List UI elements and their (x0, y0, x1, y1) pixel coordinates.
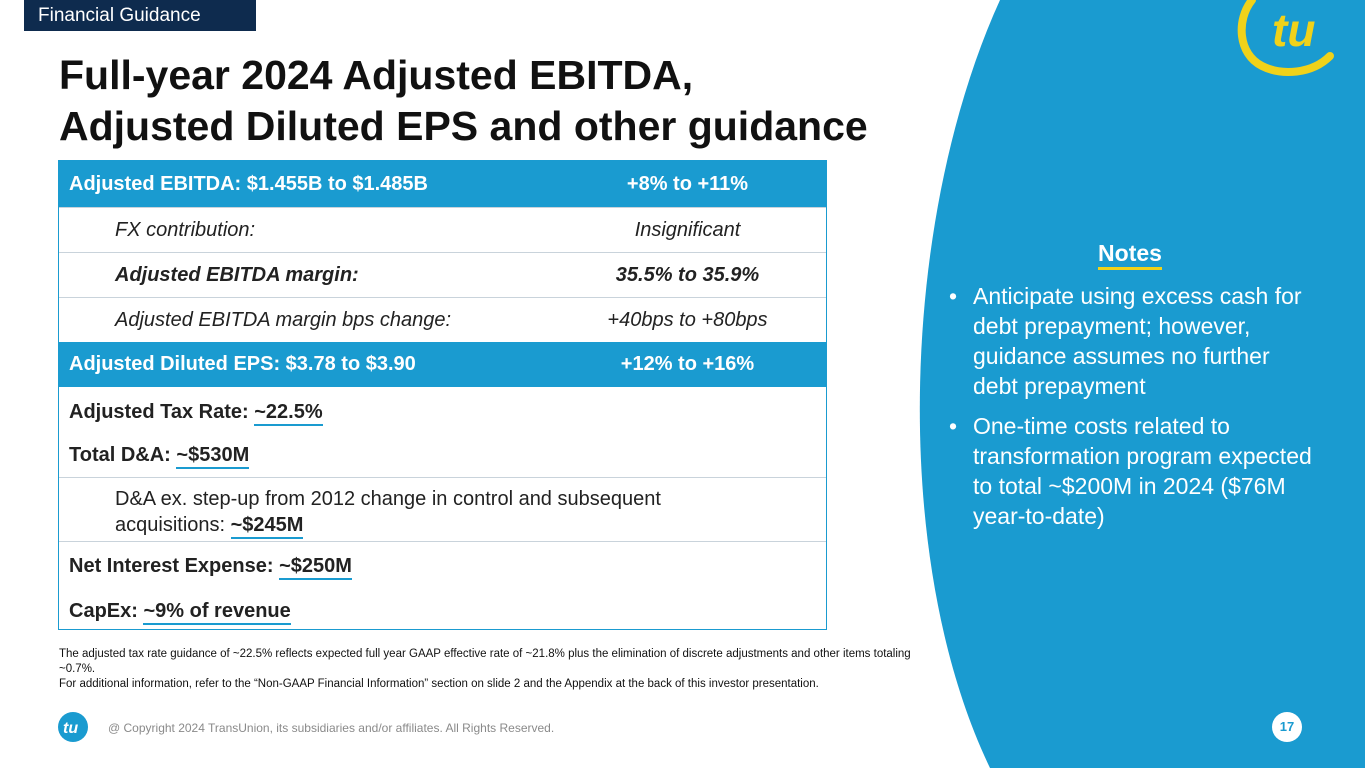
tax-rate-line: Adjusted Tax Rate: ~22.5% (69, 401, 323, 426)
title-line-2: Adjusted Diluted EPS and other guidance (59, 103, 868, 149)
margin-value: 35.5% to 35.9% (615, 263, 760, 286)
interest-line: Net Interest Expense: ~$250M (69, 555, 352, 580)
ebitda-value: +8% to +11% (626, 172, 749, 195)
margin-bps-value: +40bps to +80bps (607, 308, 768, 331)
capex-line: CapEx: ~9% of revenue (69, 600, 291, 625)
footnote-tax: The adjusted tax rate guidance of ~22.5%… (59, 648, 911, 675)
table-row-ebitda: Adjusted EBITDA: $1.455B to $1.485B +8% … (59, 161, 826, 207)
eps-value: +12% to +16% (620, 353, 755, 375)
ebitda-label: Adjusted EBITDA: $1.455B to $1.485B (69, 172, 428, 195)
dna-line: Total D&A: ~$530M (69, 444, 250, 469)
copyright-text: @ Copyright 2024 TransUnion, its subsidi… (108, 721, 555, 735)
capex-value: ~9% of revenue (143, 600, 291, 625)
table-row-interest-capex: Net Interest Expense: ~$250M CapEx: ~9% … (59, 541, 826, 629)
page-number: 17 (1272, 712, 1302, 742)
eps-label: Adjusted Diluted EPS: $3.78 to $3.90 (69, 353, 416, 375)
tax-rate-label: Adjusted Tax Rate: (69, 401, 255, 423)
table-row-eps: Adjusted Diluted EPS: $3.78 to $3.90 +12… (59, 342, 826, 387)
dna-ex-text: D&A ex. step-up from 2012 change in cont… (115, 486, 766, 539)
table-row-tax-dna: Adjusted Tax Rate: ~22.5% Total D&A: ~$5… (59, 387, 826, 477)
interest-label: Net Interest Expense: (69, 555, 280, 577)
margin-label: Adjusted EBITDA margin: (115, 263, 359, 286)
table-row-margin-bps: Adjusted EBITDA margin bps change: +40bp… (59, 297, 826, 342)
tax-rate-value: ~22.5% (254, 401, 323, 426)
table-row-fx: FX contribution: Insignificant (59, 207, 826, 252)
note-item-2: One-time costs related to transformation… (945, 411, 1315, 531)
table-row-margin: Adjusted EBITDA margin: 35.5% to 35.9% (59, 252, 826, 297)
page-title: Full-year 2024 Adjusted EBITDA, Adjusted… (59, 50, 919, 152)
svg-text:tu: tu (1272, 4, 1315, 56)
notes-list: Anticipate using excess cash for debt pr… (945, 281, 1315, 531)
fx-value: Insignificant (634, 218, 741, 241)
dna-ex-label: D&A ex. step-up from 2012 change in cont… (115, 488, 661, 536)
notes-panel: Notes Anticipate using excess cash for d… (945, 240, 1315, 541)
note-item-1: Anticipate using excess cash for debt pr… (945, 281, 1315, 401)
svg-text:tu: tu (63, 720, 78, 737)
footnotes: The adjusted tax rate guidance of ~22.5%… (59, 647, 919, 692)
margin-bps-label: Adjusted EBITDA margin bps change: (115, 308, 452, 331)
guidance-table: Adjusted EBITDA: $1.455B to $1.485B +8% … (58, 160, 827, 630)
dna-value: ~$530M (176, 444, 250, 469)
tu-logo-small-icon: tu (58, 712, 88, 742)
table-row-dna-ex: D&A ex. step-up from 2012 change in cont… (59, 477, 826, 541)
capex-label: CapEx: (69, 600, 144, 622)
tu-logo-icon: tu (1237, 0, 1334, 76)
interest-value: ~$250M (279, 555, 352, 580)
section-tag: Financial Guidance (24, 0, 256, 31)
notes-title: Notes (945, 240, 1315, 270)
title-line-1: Full-year 2024 Adjusted EBITDA, (59, 52, 694, 98)
dna-ex-value: ~$245M (230, 514, 304, 539)
fx-label: FX contribution: (115, 218, 256, 241)
dna-label: Total D&A: (69, 444, 177, 466)
footnote-nongaap: For additional information, refer to the… (59, 678, 819, 690)
